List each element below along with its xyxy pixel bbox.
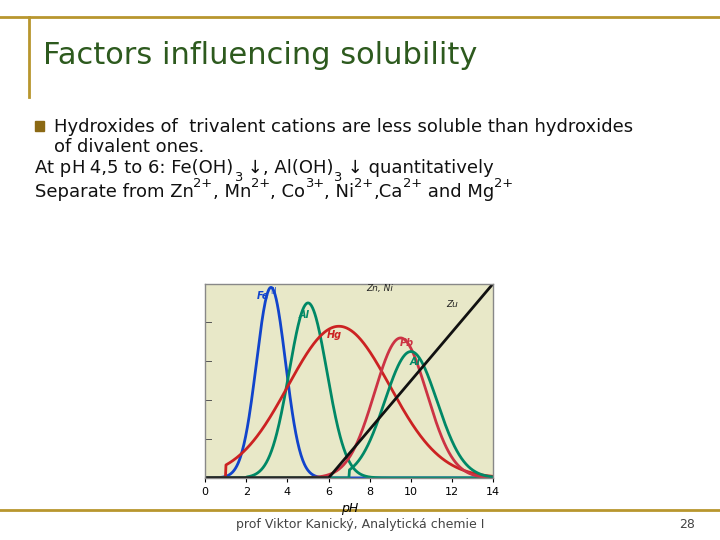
Text: 3: 3	[233, 171, 242, 185]
Text: 4,5 to 6: Fe(OH): 4,5 to 6: Fe(OH)	[84, 159, 233, 177]
X-axis label: pH: pH	[341, 503, 358, 516]
Text: Al: Al	[299, 310, 310, 321]
Bar	[35, 121, 44, 131]
Text: Zn, Ni: Zn, Ni	[366, 284, 394, 293]
Text: 3: 3	[333, 171, 341, 185]
Text: , Co: , Co	[270, 183, 305, 201]
Text: prof Viktor Kanický, Analytická chemie I: prof Viktor Kanický, Analytická chemie I	[236, 518, 484, 531]
Text: of divalent ones.: of divalent ones.	[54, 138, 204, 156]
Text: Fe: Fe	[256, 291, 269, 301]
Text: 2+: 2+	[251, 177, 270, 191]
Text: 2+: 2+	[494, 177, 513, 191]
Text: 28: 28	[679, 518, 695, 531]
Text: 2+: 2+	[194, 177, 212, 191]
Text: , Ni: , Ni	[324, 183, 354, 201]
Text: Hydroxides of  trivalent cations are less soluble than hydroxides: Hydroxides of trivalent cations are less…	[54, 118, 633, 136]
Text: , Mn: , Mn	[212, 183, 251, 201]
Text: H: H	[71, 159, 84, 177]
Text: III: III	[270, 287, 276, 296]
Text: Pb: Pb	[400, 338, 414, 348]
Text: ,Ca: ,Ca	[374, 183, 402, 201]
Text: 2+: 2+	[402, 177, 422, 191]
Text: ↓ quantitatively: ↓ quantitatively	[341, 159, 493, 177]
Text: Al: Al	[410, 357, 420, 367]
Text: Zu: Zu	[446, 300, 458, 309]
Text: and Mg: and Mg	[422, 183, 494, 201]
Text: Separate from Zn: Separate from Zn	[35, 183, 194, 201]
Text: ↓, Al(OH): ↓, Al(OH)	[242, 159, 333, 177]
Text: 3+: 3+	[305, 177, 324, 191]
Text: At p: At p	[35, 159, 71, 177]
Text: Factors influencing solubility: Factors influencing solubility	[43, 40, 477, 70]
Text: Hg: Hg	[327, 330, 343, 340]
Text: 2+: 2+	[354, 177, 374, 191]
